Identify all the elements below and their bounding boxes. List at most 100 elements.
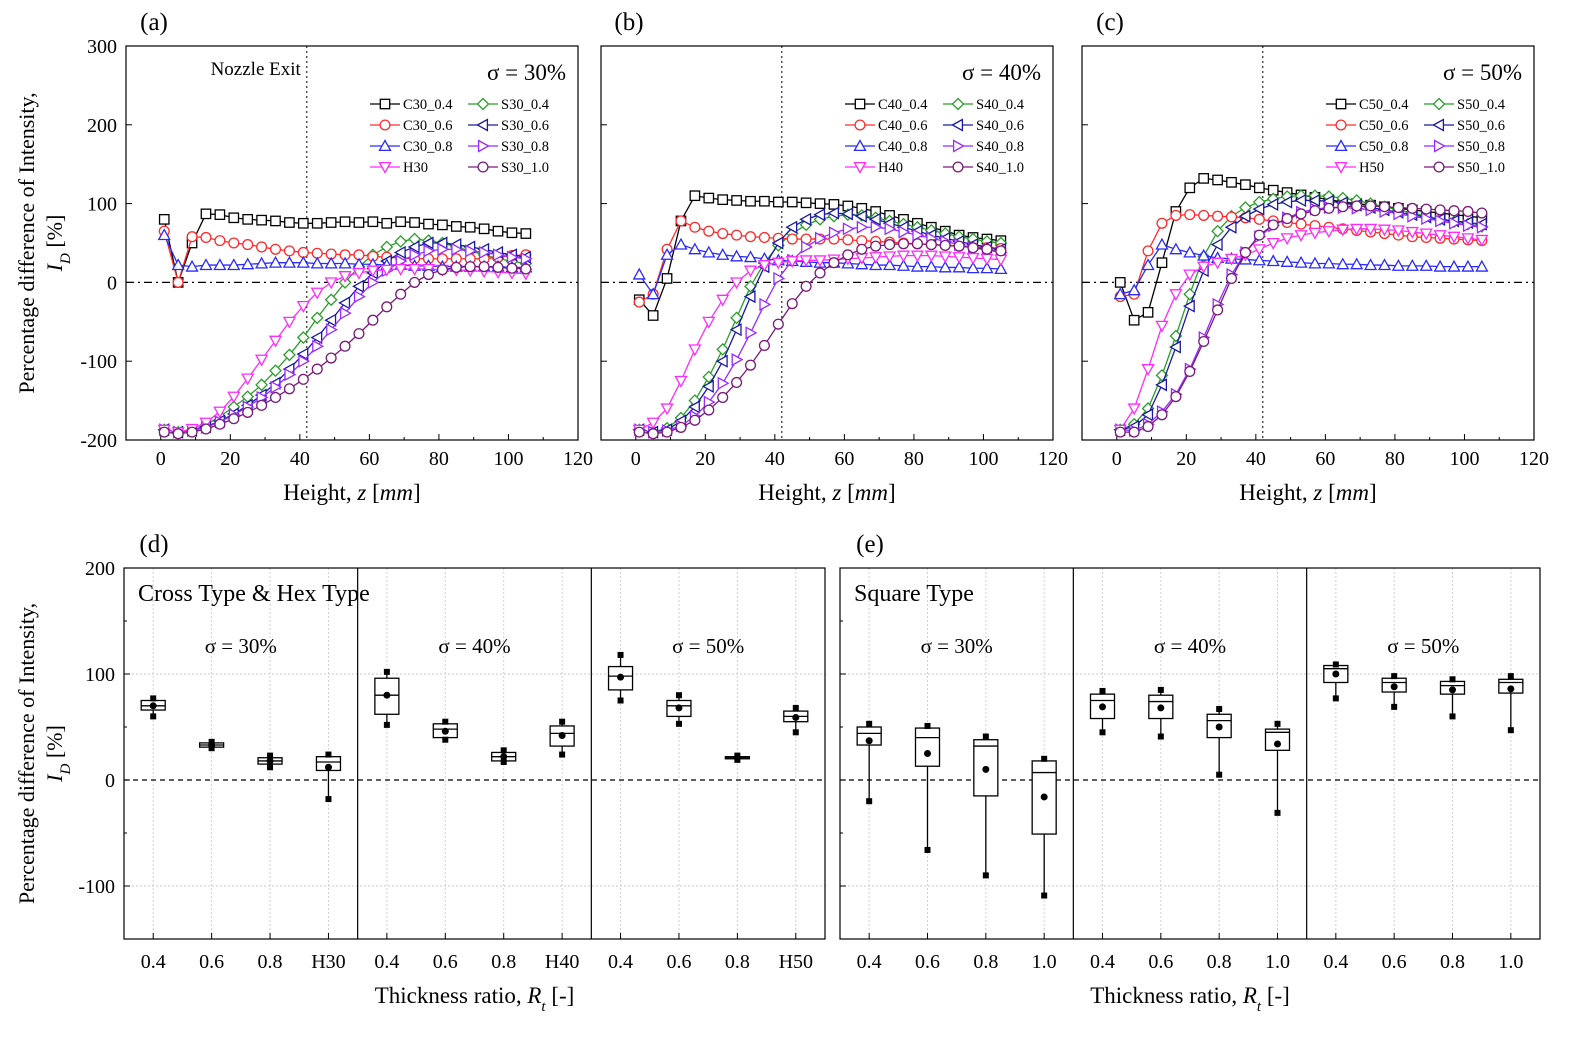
legend-label: S40_0.8 <box>976 139 1024 155</box>
x-tick-label: 60 <box>359 448 379 470</box>
data-point <box>828 226 841 240</box>
mean-marker <box>865 737 873 745</box>
data-point <box>841 207 853 221</box>
data-point <box>729 249 744 262</box>
panel-label: (b) <box>614 9 643 36</box>
min-marker <box>1507 727 1514 734</box>
legend-label: H50 <box>1359 160 1384 176</box>
legend-marker <box>379 98 391 110</box>
legend-marker <box>1335 98 1347 110</box>
box-0.8: 0.8 <box>491 747 517 973</box>
data-point <box>436 264 448 276</box>
legend-label: H40 <box>878 160 903 176</box>
series-C30_0.4 <box>158 208 532 288</box>
data-point <box>716 294 730 307</box>
data-point <box>324 256 338 269</box>
x-tick-label: 100 <box>968 448 998 470</box>
data-point <box>1155 237 1169 250</box>
legend-item: C40_0.8 <box>845 139 928 155</box>
panel-a: 0 20 40 60 80 100 120 -200 -100 0 100 200 300 C30_0.4… <box>14 9 593 505</box>
legend-item: C50_0.4 <box>1326 97 1409 113</box>
data-point <box>689 221 701 233</box>
data-point <box>1308 227 1322 240</box>
y-axis-title-line1: Percentage difference of Intensity, <box>14 603 39 904</box>
data-point <box>311 363 323 375</box>
data-point <box>1281 213 1293 225</box>
max-marker <box>675 692 682 699</box>
data-point <box>451 242 464 256</box>
min-marker <box>1391 703 1398 710</box>
x-tick-label: 0.4 <box>374 951 399 973</box>
data-point <box>1419 228 1433 241</box>
data-point <box>731 195 742 206</box>
x-tick-label: 0.8 <box>1440 951 1465 973</box>
mean-marker <box>441 727 449 735</box>
data-point <box>842 234 854 246</box>
series-S30_1.0 <box>158 261 532 440</box>
y-axis-title-line1: Percentage difference of Intensity, <box>14 92 39 393</box>
data-point <box>702 245 716 258</box>
legend-label: H30 <box>403 160 428 176</box>
data-point <box>757 260 772 272</box>
data-point <box>254 256 269 269</box>
data-point <box>284 367 297 382</box>
legend-label: C40_0.4 <box>878 97 928 113</box>
data-point <box>520 263 532 275</box>
legend-label: S50_1.0 <box>1457 160 1505 176</box>
plot-frame <box>839 567 1541 940</box>
data-point <box>995 245 1007 257</box>
data-point <box>966 261 980 274</box>
box-0.4: 0.4 <box>140 695 166 973</box>
data-point <box>199 417 213 430</box>
data-point <box>966 252 980 265</box>
y-axis-title: Percentage difference of Intensity, ID [%… <box>14 603 74 904</box>
legend-label: S50_0.6 <box>1457 118 1505 134</box>
data-point <box>506 250 519 264</box>
min-marker <box>500 758 507 765</box>
data-point <box>1462 219 1475 233</box>
box-0.4: 0.4 <box>1089 687 1116 973</box>
data-point <box>731 229 743 241</box>
data-point <box>856 220 869 234</box>
box-1.0: 1.0 <box>1498 673 1524 973</box>
data-point <box>1350 257 1364 270</box>
legend-label: C30_0.8 <box>403 139 453 155</box>
data-point <box>296 331 310 344</box>
min-marker <box>325 796 332 803</box>
plot-frame <box>1081 45 1535 441</box>
group-3: σ = 50% 0.4 0.6 0.8 1.0 <box>1323 634 1524 973</box>
data-point <box>759 297 772 312</box>
data-point <box>674 375 688 388</box>
data-point <box>1114 277 1126 288</box>
data-point <box>409 276 421 288</box>
data-point <box>1421 211 1434 226</box>
data-point <box>1253 182 1265 194</box>
data-point <box>270 380 283 394</box>
data-point <box>310 256 324 269</box>
x-tick-label: 80 <box>429 448 449 470</box>
mean-marker <box>1390 683 1398 691</box>
y-tick-label: 100 <box>85 664 115 686</box>
min-marker <box>1332 695 1339 702</box>
data-point <box>256 214 267 226</box>
data-point <box>994 254 1008 267</box>
x-tick-label: 80 <box>904 448 924 470</box>
data-point <box>842 222 855 236</box>
data-point <box>393 245 406 260</box>
data-point <box>1280 255 1294 267</box>
data-point <box>785 256 799 268</box>
mean-marker <box>208 741 216 749</box>
data-point <box>297 217 309 229</box>
data-point <box>856 243 868 255</box>
max-marker <box>267 752 274 759</box>
data-point <box>646 287 660 300</box>
mean-marker <box>1157 704 1165 712</box>
panel-label: (c) <box>1096 9 1124 36</box>
data-point <box>1197 261 1211 274</box>
x-tick-label: 0.8 <box>973 951 998 973</box>
x-axis-title: Height, z [mm] <box>758 480 895 505</box>
x-axis-title: Thickness ratio, Rt [-] <box>1090 983 1290 1015</box>
data-point <box>1433 259 1447 272</box>
legend-item: H40 <box>845 160 903 176</box>
data-point <box>409 248 422 262</box>
